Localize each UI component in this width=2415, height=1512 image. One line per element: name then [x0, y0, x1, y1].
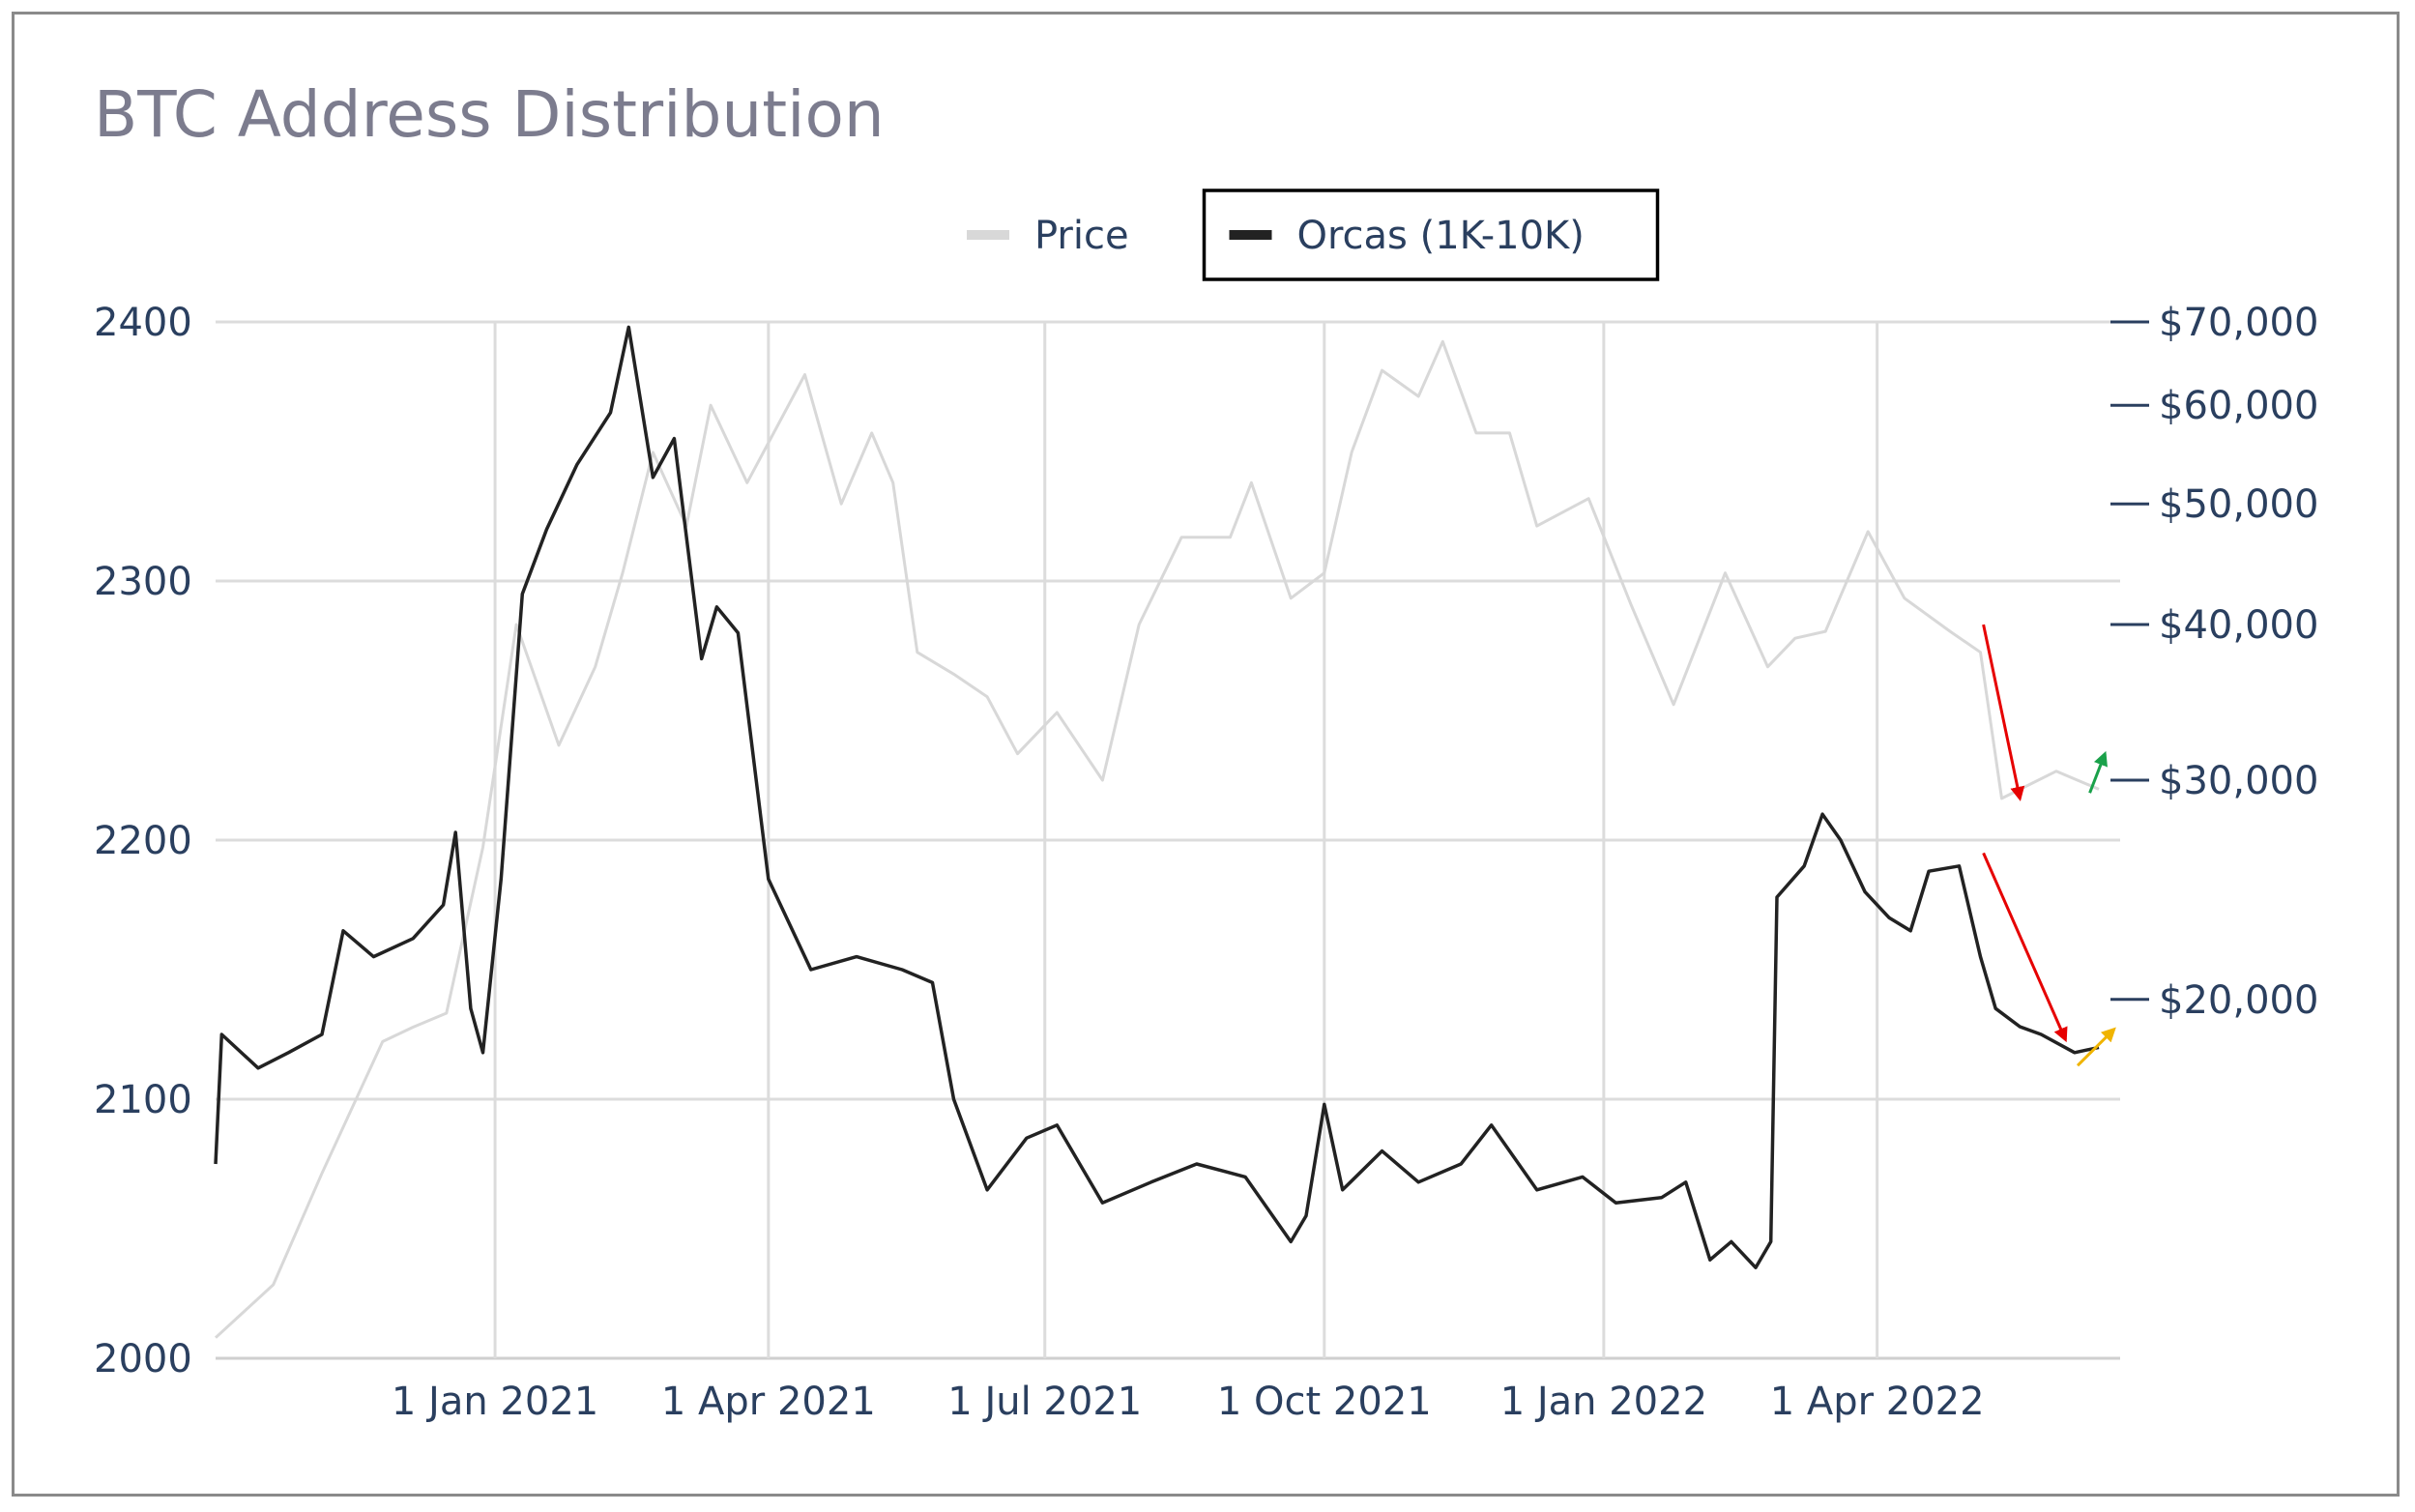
y-right-tick-label: $50,000: [2159, 482, 2318, 527]
legend-highlight-box: [1202, 189, 1660, 281]
series-orcas-1k-10k-line: [214, 325, 2100, 1269]
x-tick-label: 1 Jan 2021: [392, 1380, 598, 1424]
x-tick-label: 1 Apr 2021: [661, 1380, 876, 1424]
series-price-line: [214, 339, 2100, 1339]
x-tick-label: 1 Jul 2021: [947, 1380, 1142, 1424]
x-tick-label: 1 Jan 2022: [1500, 1380, 1707, 1424]
chart-frame: BTC Address Distribution Price Orcas (1K-…: [12, 12, 2400, 1497]
y-right-tick-label: $20,000: [2159, 978, 2318, 1023]
legend-item-orcas-1k-10k: Orcas (1K-10K): [1202, 189, 1660, 281]
y-axis-left: 2000 2100 2200 2300 2400: [94, 301, 192, 1381]
x-axis: 1 Jan 2021 1 Apr 2021 1 Jul 2021 1 Oct 2021…: [392, 1380, 1985, 1424]
legend: Price Orcas (1K-10K): [967, 189, 1660, 281]
arrow-down-price-0: [1982, 624, 2025, 801]
y-right-tick-label: $60,000: [2159, 384, 2318, 428]
y-right-tick-label: $70,000: [2159, 301, 2318, 345]
arrow-up-orcas-1k-10k-3: [2076, 1027, 2116, 1067]
y-left-tick-label: 2200: [94, 819, 192, 863]
y-left-tick-label: 2400: [94, 301, 192, 345]
legend-label: Price: [1034, 214, 1129, 258]
annotations: [1982, 624, 2116, 1067]
grid: [216, 320, 2120, 1360]
chart-title: BTC Address Distribution: [94, 77, 885, 152]
legend-label: Orcas (1K-10K): [1297, 214, 1585, 258]
y-left-tick-label: 2000: [94, 1337, 192, 1381]
y-axis-right: $20,000 $30,000 $40,000 $50,000 $60,000 $70,0…: [2110, 301, 2318, 1023]
arrow-up-price-2: [2088, 750, 2108, 794]
y-right-tick-label: $40,000: [2159, 603, 2318, 648]
y-left-tick-label: 2300: [94, 560, 192, 604]
legend-item-price: Price: [967, 214, 1129, 258]
series-group: [214, 325, 2100, 1339]
y-right-tick-label: $30,000: [2159, 759, 2318, 803]
x-tick-label: 1 Apr 2022: [1770, 1380, 1985, 1424]
arrow-down-orcas-1k-10k-1: [1982, 852, 2068, 1043]
x-tick-label: 1 Oct 2021: [1217, 1380, 1432, 1424]
chart: BTC Address Distribution Price Orcas (1K-…: [94, 77, 2318, 1424]
y-left-tick-label: 2100: [94, 1078, 192, 1122]
